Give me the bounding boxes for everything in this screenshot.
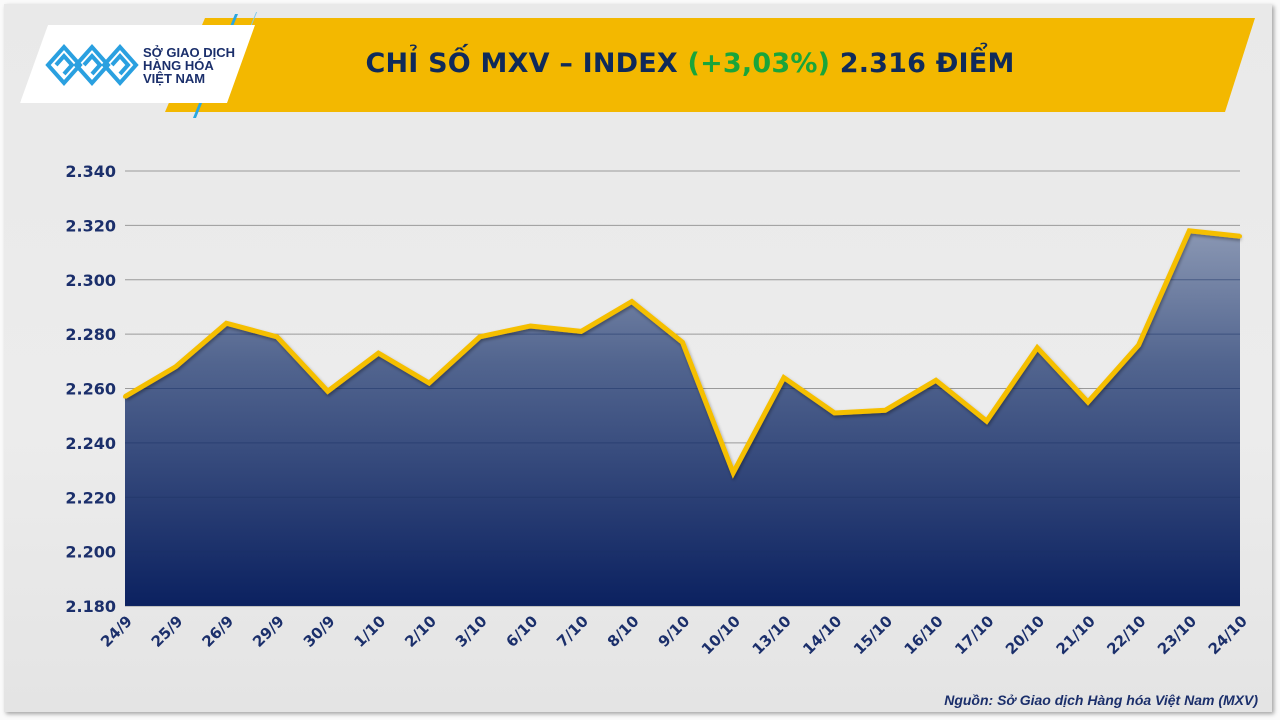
x-tick-label: 21/10 <box>1053 612 1099 658</box>
logo-line: HÀNG HÓA <box>143 58 214 73</box>
x-tick-label: 30/9 <box>300 612 339 651</box>
source-note: Nguồn: Sở Giao dịch Hàng hóa Việt Nam (M… <box>944 692 1258 708</box>
x-tick-label: 15/10 <box>850 612 896 658</box>
x-tick-label: 13/10 <box>749 612 795 658</box>
y-tick-label: 2.260 <box>65 380 116 399</box>
data-point <box>629 299 634 304</box>
title-text: CHỈ SỐ MXV – INDEX <box>365 48 688 79</box>
y-tick-label: 2.280 <box>65 325 116 344</box>
data-point <box>275 334 280 339</box>
x-tick-label: 22/10 <box>1103 612 1149 658</box>
x-tick-label: 6/10 <box>503 612 542 651</box>
chart-title: CHỈ SỐ MXV – INDEX (+3,03%) 2.316 ĐIỂM <box>260 48 1120 79</box>
data-point <box>579 329 584 334</box>
data-point <box>477 334 482 339</box>
x-tick-label: 26/9 <box>198 612 237 651</box>
data-point <box>123 394 127 399</box>
data-point <box>731 470 736 475</box>
x-tick-label: 17/10 <box>951 612 997 658</box>
data-point <box>427 381 432 386</box>
y-tick-label: 2.180 <box>65 597 116 616</box>
data-point <box>832 410 837 415</box>
x-tick-label: 1/10 <box>350 612 389 651</box>
data-point <box>680 340 685 345</box>
x-tick-label: 20/10 <box>1002 612 1048 658</box>
data-point <box>325 389 330 394</box>
data-point <box>376 351 381 356</box>
data-point <box>1085 400 1090 405</box>
area-fill <box>125 230 1240 606</box>
logo-line: VIỆT NAM <box>143 71 206 86</box>
x-tick-label: 23/10 <box>1154 612 1200 658</box>
title-banner <box>165 18 1255 112</box>
x-tick-label: 8/10 <box>604 612 643 651</box>
data-point <box>528 323 533 328</box>
title-change: (+3,03%) <box>687 48 831 79</box>
logo-text: SỞ GIAO DỊCH HÀNG HÓA VIỆT NAM <box>143 46 235 85</box>
data-point <box>781 375 786 380</box>
x-tick-label: 29/9 <box>249 612 288 651</box>
x-tick-label: 24/10 <box>1205 612 1251 658</box>
y-tick-label: 2.320 <box>65 216 116 235</box>
y-tick-label: 2.340 <box>65 162 116 181</box>
data-point <box>1238 234 1242 239</box>
y-tick-label: 2.220 <box>65 488 116 507</box>
data-point <box>1187 228 1192 233</box>
logo-line: SỞ GIAO DỊCH <box>143 45 235 60</box>
y-tick-label: 2.200 <box>65 543 116 562</box>
y-tick-label: 2.240 <box>65 434 116 453</box>
data-point <box>933 378 938 383</box>
y-tick-label: 2.300 <box>65 271 116 290</box>
x-tick-label: 16/10 <box>901 612 947 658</box>
x-tick-label: 10/10 <box>698 612 744 658</box>
data-point <box>984 419 989 424</box>
data-point <box>224 321 229 326</box>
x-tick-label: 2/10 <box>401 612 440 651</box>
data-point <box>1035 345 1040 350</box>
title-value: 2.316 ĐIỂM <box>830 48 1015 79</box>
x-tick-label: 7/10 <box>553 612 592 651</box>
x-tick-label: 3/10 <box>452 612 491 651</box>
data-point <box>1136 343 1141 347</box>
x-tick-label: 14/10 <box>799 612 845 658</box>
logo <box>20 25 255 103</box>
x-tick-label: 24/9 <box>97 612 136 651</box>
data-point <box>883 408 888 413</box>
x-tick-label: 25/9 <box>148 612 187 651</box>
x-tick-label: 9/10 <box>655 612 694 651</box>
data-point <box>173 364 178 369</box>
mxv-logo-icon <box>42 25 152 103</box>
